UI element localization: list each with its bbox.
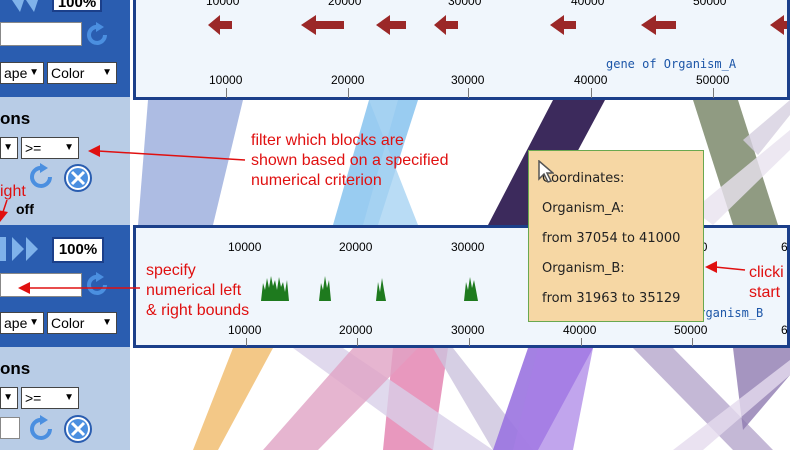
click-annotation: clicki start	[749, 264, 784, 301]
synteny-band	[673, 360, 790, 450]
synteny-band	[263, 348, 418, 450]
bottom-value-input[interactable]	[0, 417, 20, 439]
organism-b-label: Organism_B	[691, 306, 764, 320]
gene-arrow	[550, 15, 576, 35]
zoom-level[interactable]: 100%	[52, 0, 102, 12]
histogram-peak	[376, 278, 386, 301]
bottom-tick: 10000	[209, 73, 243, 87]
synteny-band	[193, 348, 273, 450]
bounds-annotation: specify numerical left & right bounds	[146, 262, 250, 319]
filter-field-select[interactable]: ▼	[0, 137, 18, 159]
synteny-band	[633, 348, 773, 450]
gene-arrow	[434, 15, 458, 35]
gene-arrow	[301, 15, 344, 35]
top-tick: 10000	[206, 0, 240, 8]
tooltip-organism-b: Organism_B:	[542, 261, 625, 276]
bounds-input[interactable]	[0, 273, 82, 297]
tooltip-range-a: from 37054 to 41000	[542, 231, 681, 246]
synteny-bands	[138, 100, 790, 450]
toggle-off-label[interactable]: off	[16, 201, 34, 217]
filter-section-title: ons	[0, 109, 31, 128]
gene-arrow	[770, 15, 787, 35]
sidebar-filter-section: ons ▼ >= ▼ off	[0, 97, 130, 225]
zoom-level-middle[interactable]: 100%	[52, 237, 104, 263]
refresh-icon-middle[interactable]	[85, 272, 111, 298]
synteny-band	[333, 100, 418, 225]
top-tick: 20000	[339, 240, 373, 254]
color-select-middle[interactable]: Color ▼	[47, 312, 117, 334]
gene-arrow	[208, 15, 232, 35]
shape-select-middle[interactable]: ape ▼	[0, 312, 44, 334]
synteny-band	[363, 100, 418, 225]
bottom-tick: 10000	[228, 323, 262, 337]
refresh-icon[interactable]	[85, 22, 111, 48]
gene-arrows	[208, 15, 787, 35]
bottom-tick: 30000	[451, 323, 485, 337]
top-genome-track[interactable]: 10000 20000 30000 40000 50000 gene of Or…	[133, 0, 790, 100]
sidebar-top-controls: 100% ape ▼ Color ▼	[0, 0, 130, 97]
synteny-band	[693, 130, 790, 225]
bottom-tick: 40000	[563, 323, 597, 337]
sidebar-bottom-section: ons ▼ >= ▼	[0, 347, 130, 450]
synteny-band	[743, 100, 790, 155]
top-tick: 40000	[571, 0, 605, 8]
gene-arrow	[376, 15, 406, 35]
partial-annotation: ight	[0, 183, 26, 200]
bottom-section-title: ons	[0, 359, 31, 378]
feature-histogram	[261, 276, 478, 301]
bottom-tick: 50000	[674, 323, 708, 337]
color-select[interactable]: Color ▼	[47, 62, 117, 84]
gene-track-label: gene of Organism_A	[606, 57, 737, 71]
top-tick: 6	[781, 240, 788, 254]
bottom-tick: 30000	[451, 73, 485, 87]
top-tick: 30000	[451, 240, 485, 254]
apply-filter-icon[interactable]	[28, 163, 56, 191]
tooltip-organism-a: Organism_A:	[542, 201, 625, 216]
top-tick: 10000	[228, 240, 262, 254]
synteny-band	[513, 348, 593, 450]
gene-arrow	[641, 15, 676, 35]
tooltip-title: Coordinates:	[542, 171, 625, 186]
zoom-in-icon[interactable]	[0, 0, 50, 14]
clear-filter-icon[interactable]	[63, 163, 93, 193]
histogram-peak	[319, 276, 331, 301]
bottom-tick: 50000	[696, 73, 730, 87]
shape-select[interactable]: ape ▼	[0, 62, 44, 84]
sidebar: 100% ape ▼ Color ▼ ons ▼ >= ▼ off 100%	[0, 0, 130, 450]
bottom-tick: 20000	[339, 323, 373, 337]
tooltip-range-b: from 31963 to 35129	[542, 291, 681, 306]
position-input[interactable]	[0, 22, 82, 46]
top-tick: 50000	[693, 0, 727, 8]
coordinates-tooltip: Coordinates: Organism_A: from 37054 to 4…	[528, 150, 704, 322]
histogram-peak	[261, 276, 289, 301]
bottom-tick: 20000	[331, 73, 365, 87]
histogram-peak	[464, 277, 478, 301]
top-tick: 30000	[448, 0, 482, 8]
apply-bottom-icon[interactable]	[28, 415, 56, 443]
bottom-tick: 6	[781, 323, 788, 337]
filter-annotation: filter which blocks are shown based on a…	[251, 132, 449, 189]
bottom-tick: 40000	[574, 73, 608, 87]
filter-operator-select[interactable]: >= ▼	[21, 137, 79, 159]
clear-bottom-icon[interactable]	[63, 414, 93, 444]
top-tick: 20000	[328, 0, 362, 8]
next-icon[interactable]	[0, 235, 48, 263]
bottom-operator-select[interactable]: >= ▼	[21, 387, 79, 409]
synteny-band	[693, 100, 778, 225]
bottom-field-select[interactable]: ▼	[0, 387, 18, 409]
synteny-band	[138, 100, 243, 225]
sidebar-middle-controls: 100% ape ▼ Color ▼	[0, 225, 130, 347]
mouse-cursor-icon	[538, 160, 554, 183]
